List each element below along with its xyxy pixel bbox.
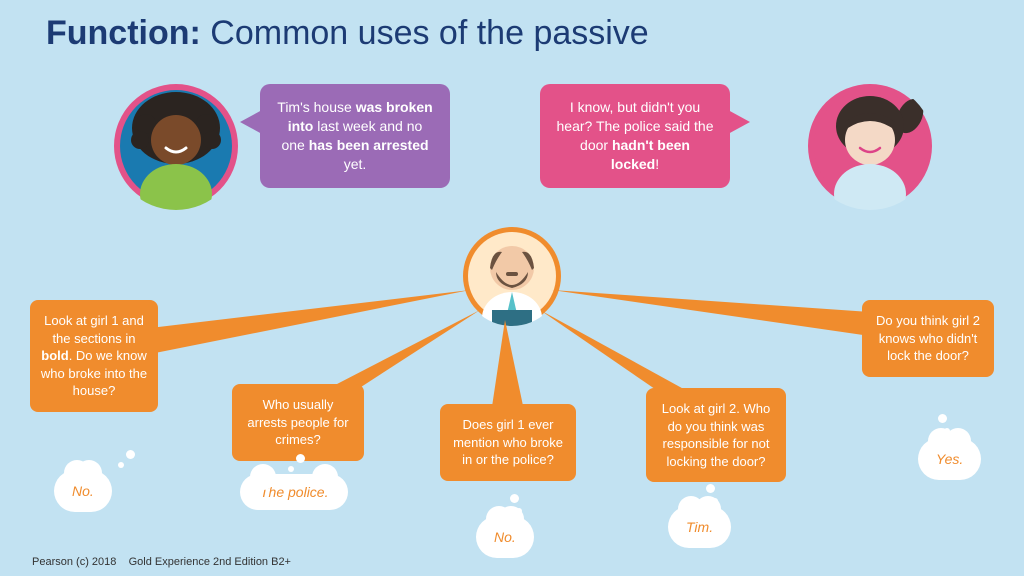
question-4: Look at girl 2. Who do you think was res… [646,388,786,482]
girl1-bubble-tail [240,110,262,134]
answer-1-cloud: No. [54,470,112,512]
title-bold: Function: [46,14,201,52]
question-2: Who usually arrests people for crimes? [232,384,364,461]
question-3: Does girl 1 ever mention who broke in or… [440,404,576,481]
footer-text: Pearson (c) 2018 Gold Experience 2nd Edi… [32,556,291,568]
girl2-speech-bubble: I know, but didn't you hear? The police … [540,84,730,188]
question-1: Look at girl 1 and the sections in bold.… [30,300,158,412]
girl2-bubble-tail [728,110,750,134]
girl1-speech-bubble: Tim's house was broken into last week an… [260,84,450,188]
answer-3-cloud: No. [476,516,534,558]
question-5: Do you think girl 2 knows who didn't loc… [862,300,994,377]
page-title: Function: Common uses of the passive [46,14,649,53]
title-rest: Common uses of the passive [201,14,649,52]
answer-5-cloud: Yes. [918,438,981,480]
girl2-avatar [806,82,934,210]
answer-4-cloud: Tim. [668,506,731,548]
answer-2-cloud: The police. [240,474,348,510]
teacher-avatar [462,226,562,326]
girl1-avatar [112,82,240,210]
